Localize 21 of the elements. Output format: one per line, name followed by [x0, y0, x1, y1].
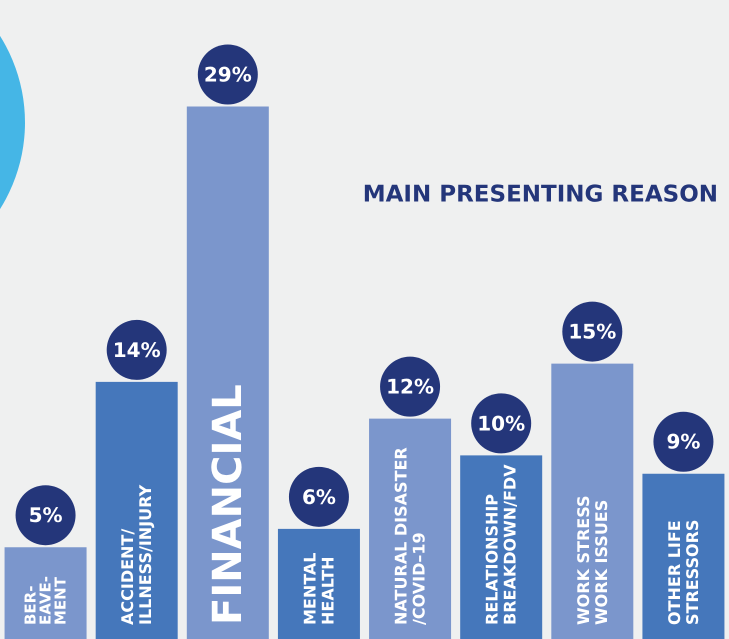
- bar: [551, 364, 634, 639]
- bar: [186, 106, 269, 639]
- x-tick-label: MENTAL HEALTH: [300, 552, 338, 625]
- data-label: 9%: [666, 430, 700, 454]
- x-tick-label: RELATIONSHIP BREAKDOWN/FDV: [482, 464, 520, 625]
- x-tick-label: BER- EAVE- MENT: [22, 576, 70, 625]
- data-label: 15%: [568, 320, 616, 344]
- data-label: 10%: [477, 411, 526, 436]
- x-tick-label: OTHER LIFE STRESSORS: [664, 520, 702, 625]
- x-tick-label: ACCIDENT/ ILLNESS/INJURY: [118, 484, 156, 625]
- x-tick-label: NATURAL DISASTER /COVID–19: [392, 447, 429, 625]
- data-label: 5%: [28, 503, 63, 528]
- bar: [96, 382, 178, 639]
- text: MAIN PRESENTING REASON: [362, 182, 718, 208]
- bar: [369, 418, 452, 639]
- data-label: 6%: [302, 484, 336, 509]
- data-label: 12%: [386, 374, 434, 399]
- x-tick-label: FINANCIAL: [204, 384, 251, 625]
- data-label: 29%: [204, 62, 252, 86]
- x-tick-label: WORK STRESS WORK ISSUES: [574, 495, 611, 625]
- data-label: 14%: [112, 338, 161, 362]
